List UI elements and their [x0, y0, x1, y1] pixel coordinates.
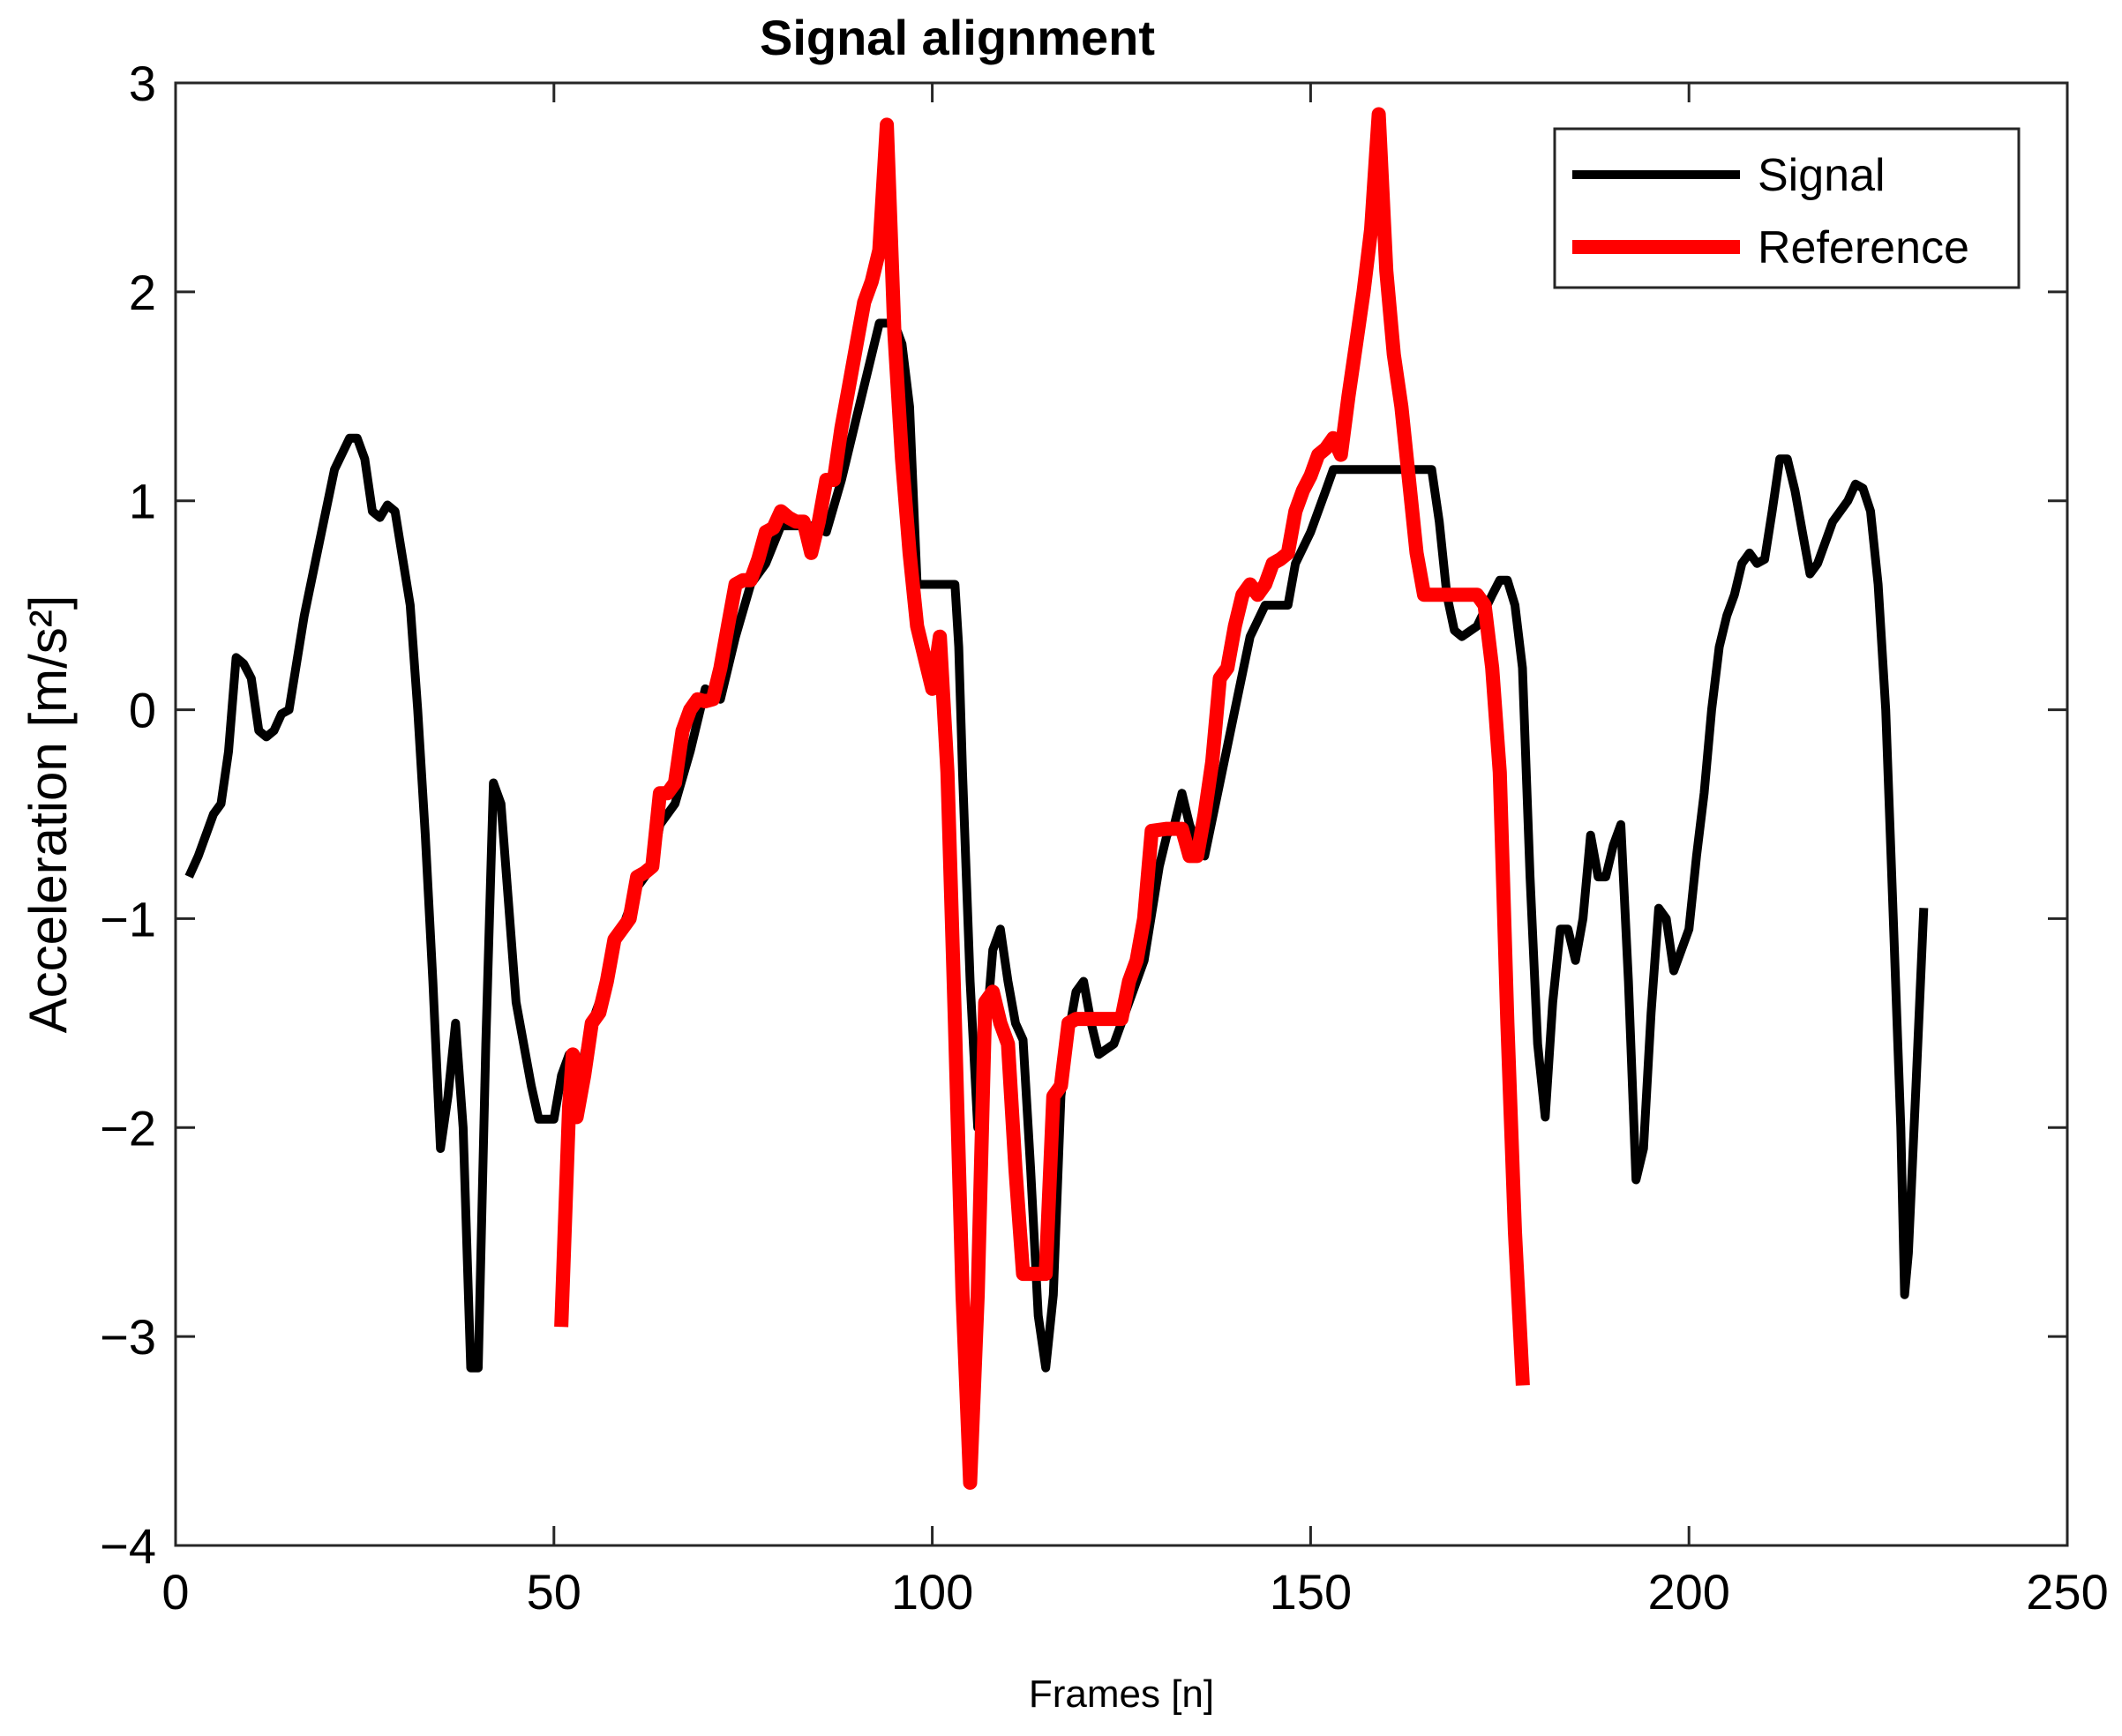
legend: Signal Reference [1553, 127, 2021, 289]
y-tick-label: −4 [100, 1518, 156, 1574]
x-tick-label: 100 [891, 1564, 973, 1620]
y-tick-label: −3 [100, 1309, 156, 1365]
chart-title: Signal alignment [760, 10, 1155, 65]
series-line-signal [184, 318, 1929, 1373]
x-tick-label: 200 [1647, 1564, 1729, 1620]
y-axis-label: Acceleration [m/s²] [19, 595, 78, 1034]
y-tick-label: −2 [100, 1100, 156, 1156]
y-axis-ticks: −4 −3 −2 −1 0 1 2 3 [100, 56, 2067, 1574]
x-axis-label: Frames [n] [1029, 1672, 1214, 1716]
y-tick-label: 3 [129, 56, 156, 111]
y-tick-label: 2 [129, 265, 156, 320]
y-tick-label: 1 [129, 474, 156, 529]
y-tick-label: 0 [129, 683, 156, 738]
y-tick-label: −1 [100, 891, 156, 947]
x-tick-label: 50 [527, 1564, 581, 1620]
x-tick-label: 250 [2026, 1564, 2108, 1620]
legend-label-reference: Reference [1758, 222, 1969, 273]
legend-label-signal: Signal [1758, 150, 1886, 201]
x-axis-ticks: 0 50 100 150 200 250 [161, 83, 2109, 1620]
legend-box [1553, 127, 2021, 289]
x-tick-label: 0 [161, 1564, 189, 1620]
x-tick-label: 150 [1270, 1564, 1352, 1620]
plot-series [184, 107, 1929, 1490]
plot-frame [174, 81, 2069, 1547]
series-line-reference [554, 107, 1530, 1490]
